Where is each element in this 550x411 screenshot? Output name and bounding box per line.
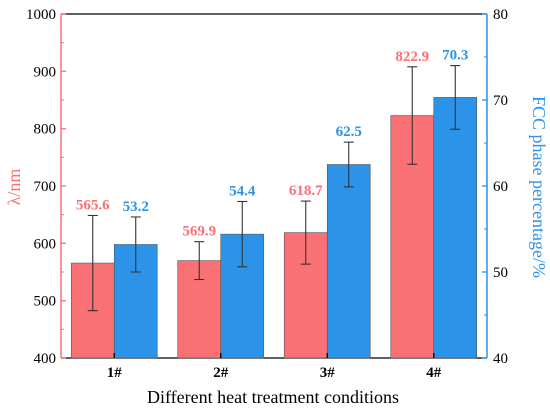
x-axis: 1# 2# 3# 4# [107,353,442,381]
left-tick-label: 600 [34,236,57,252]
left-tick-label: 700 [34,179,57,195]
lambda-data-label: 569.9 [182,224,216,240]
lambda-data-label: 565.6 [76,197,110,213]
bars [70,97,478,359]
right-tick-label: 60 [493,179,508,195]
left-tick-label: 400 [34,351,57,367]
left-tick-label: 800 [34,122,57,138]
left-y-axis-label: λ/nm [4,169,24,206]
right-tick-label: 40 [493,351,508,367]
left-axis: 400 500 600 700 800 900 1000 [26,7,66,367]
fcc-data-label: 62.5 [336,124,362,140]
right-tick-label: 50 [493,265,508,281]
x-tick-label: 1# [107,365,123,381]
right-tick-label: 80 [493,7,508,23]
right-tick-label: 70 [493,93,508,109]
right-y-axis-label: FCC phase percentage/% [529,96,549,278]
x-tick-label: 4# [426,365,442,381]
error-bars [87,65,461,312]
x-tick-label: 3# [320,365,336,381]
x-axis-label: Different heat treatment conditions [147,387,399,407]
left-tick-label: 1000 [26,7,56,23]
left-tick-label: 500 [34,294,57,310]
fcc-data-label: 54.4 [229,183,256,199]
x-tick-label: 2# [213,365,229,381]
fcc-bar [326,164,371,359]
left-tick-label: 900 [34,64,57,80]
lambda-data-label: 822.9 [395,49,429,65]
fcc-data-label: 70.3 [442,48,468,64]
right-axis: 40 50 60 70 80 [482,7,508,367]
data-labels: 565.6 53.2 569.9 54.4 618.7 62.5 822.9 70.3 [76,48,469,240]
lambda-data-label: 618.7 [289,183,323,199]
fcc-data-label: 53.2 [123,199,149,215]
fcc-bar [433,97,478,359]
